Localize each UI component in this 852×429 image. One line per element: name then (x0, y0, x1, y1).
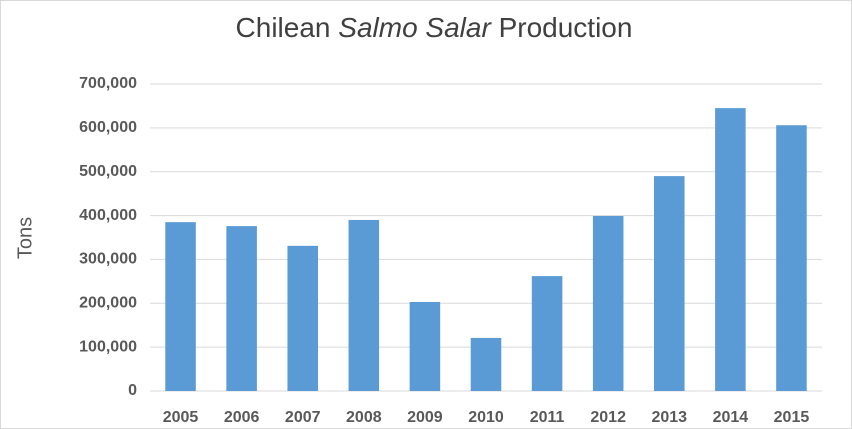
x-tick-label: 2014 (713, 409, 749, 426)
bar (409, 301, 441, 391)
bar (592, 216, 624, 391)
y-tick-label: 500,000 (79, 163, 137, 180)
x-tick-label: 2008 (346, 409, 382, 426)
y-axis-label: Tons (14, 217, 36, 259)
bar (715, 108, 746, 391)
title-part: Production (491, 12, 633, 43)
y-tick-label: 0 (128, 382, 137, 399)
bar (165, 222, 196, 391)
bar (470, 337, 502, 391)
y-tick-label: 300,000 (79, 251, 137, 268)
bar (287, 245, 318, 391)
x-tick-label: 2015 (774, 409, 810, 426)
title-part: Salmo Salar (338, 12, 492, 43)
x-tick-label: 2007 (285, 409, 321, 426)
title-part: Chilean (236, 12, 339, 43)
y-tick-label: 400,000 (79, 207, 137, 224)
y-tick-label: 700,000 (79, 75, 137, 92)
y-tick-label: 100,000 (79, 338, 137, 355)
bar (226, 226, 257, 391)
x-tick-label: 2013 (651, 409, 687, 426)
chart-title: Chilean Salmo Salar Production (236, 12, 633, 43)
x-tick-label: 2010 (468, 409, 504, 426)
bar (654, 176, 685, 391)
x-tick-label: 2011 (530, 409, 565, 426)
x-tick-label: 2009 (407, 409, 443, 426)
x-tick-label: 2006 (224, 409, 260, 426)
bar (531, 276, 563, 391)
bar (348, 219, 380, 391)
y-tick-label: 200,000 (79, 295, 137, 312)
x-tick-label: 2005 (163, 409, 199, 426)
x-tick-label: 2012 (590, 409, 626, 426)
bar (776, 125, 807, 392)
y-tick-label: 600,000 (79, 119, 137, 136)
